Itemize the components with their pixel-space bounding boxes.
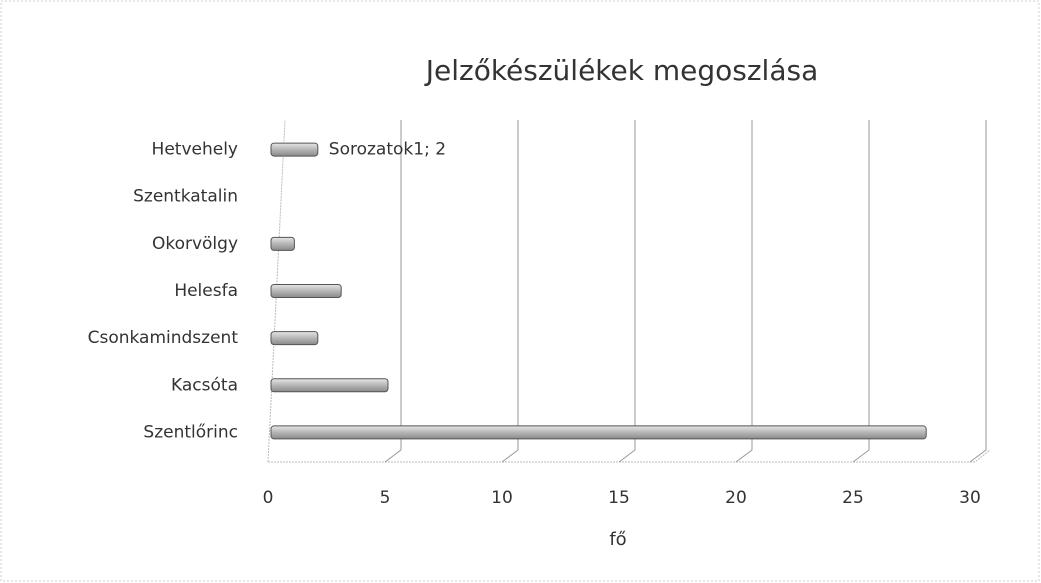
x-tick-label: 15 [608, 488, 630, 508]
y-tick-label: Helesfa [174, 281, 238, 301]
grid-line [384, 120, 402, 463]
y-tick-label: Hetvehely [152, 140, 238, 160]
grid-line [969, 120, 987, 463]
chart-title: Jelzőkészülékek megoszlása [424, 54, 819, 87]
x-tick-label: 30 [959, 488, 981, 508]
y-tick-label: Szentlőrinc [143, 422, 238, 442]
bar [270, 142, 319, 157]
x-axis-title: fő [609, 529, 626, 550]
bar [270, 284, 342, 298]
bar [270, 425, 927, 440]
grid-line [618, 120, 636, 463]
x-tick-label: 20 [725, 488, 747, 508]
x-tick-label: 25 [842, 488, 864, 508]
grid-line [501, 120, 519, 463]
grid-line [735, 120, 753, 463]
bar [270, 236, 295, 251]
y-tick-label: Csonkamindszent [88, 328, 239, 348]
x-tick-label: 5 [380, 488, 391, 508]
bar [270, 331, 319, 346]
x-tick-label: 10 [491, 488, 513, 508]
x-tick-label: 0 [263, 488, 274, 508]
y-tick-label: Kacsóta [171, 375, 238, 395]
y-tick-label: Szentkatalin [133, 187, 238, 207]
y-tick-label: Okorvölgy [152, 234, 238, 254]
grid-line [852, 120, 870, 463]
data-label: Sorozatok1; 2 [329, 140, 446, 160]
bar [270, 378, 389, 393]
